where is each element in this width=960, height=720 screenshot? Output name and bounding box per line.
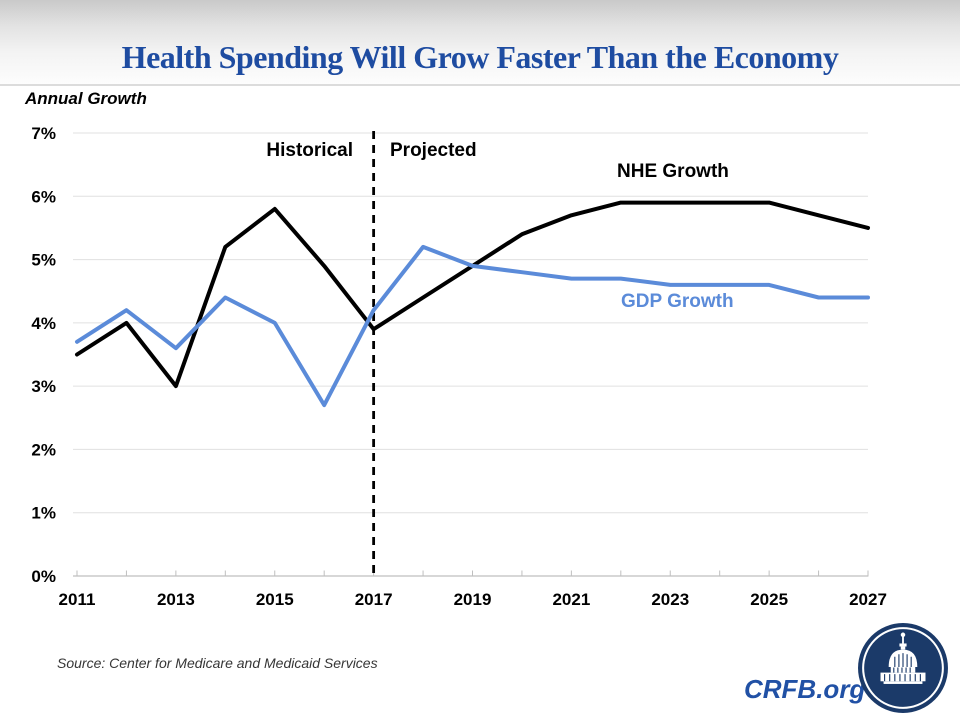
nhe-growth-label: NHE Growth: [617, 161, 729, 182]
x-axis-label: 2017: [355, 590, 393, 609]
x-axis-label: 2013: [157, 590, 195, 609]
y-axis-label: 0%: [31, 567, 56, 586]
x-axis-label: 2025: [750, 590, 788, 609]
page-title: Health Spending Will Grow Faster Than th…: [121, 39, 839, 75]
crfb-capitol-logo-icon: [858, 623, 948, 713]
source-note: Source: Center for Medicare and Medicaid…: [57, 655, 378, 671]
gdp-growth-label: GDP Growth: [621, 291, 734, 312]
y-axis-label: 5%: [31, 251, 56, 270]
y-axis-label: 3%: [31, 377, 56, 396]
x-axis-label: 2015: [256, 590, 294, 609]
projected-label: Projected: [390, 140, 477, 161]
y-axis-label: 4%: [31, 314, 56, 333]
x-axis-label: 2019: [454, 590, 492, 609]
x-axis-label: 2023: [651, 590, 689, 609]
header-band: [0, 0, 960, 86]
series-line-nhe: [75, 200, 870, 389]
historical-label: Historical: [266, 140, 353, 161]
capitol-columns: [884, 653, 921, 682]
logo-ring: [862, 627, 944, 709]
x-axis-label: 2021: [552, 590, 590, 609]
y-axis-label: 2%: [31, 440, 56, 459]
x-axis-label: 2011: [59, 590, 96, 609]
y-axis-label: 7%: [31, 124, 56, 143]
series-line-gdp: [75, 244, 870, 408]
brand-text: CRFB.org: [744, 674, 866, 704]
y-axis-label: 1%: [31, 504, 56, 523]
y-axis-label: 6%: [31, 187, 56, 206]
y-axis-title: Annual Growth: [25, 89, 147, 108]
x-axis-label: 2027: [849, 590, 887, 609]
